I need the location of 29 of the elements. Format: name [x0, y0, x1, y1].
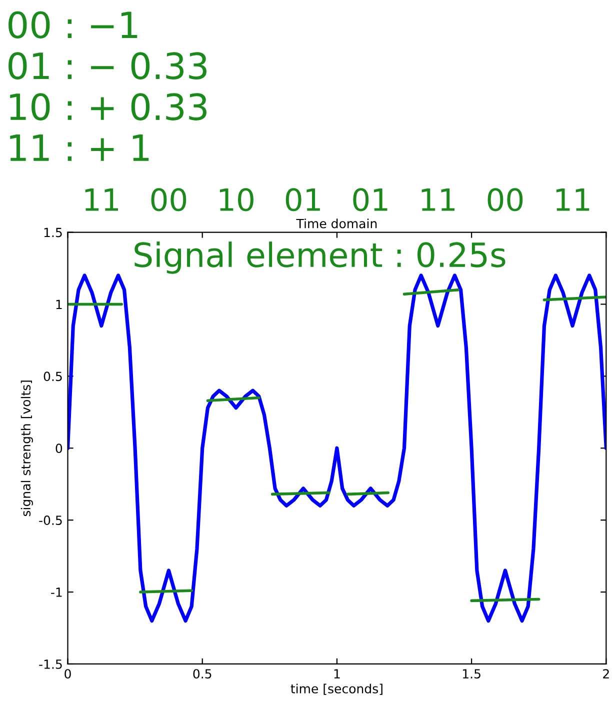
- y-tick-label: -1: [51, 588, 62, 597]
- text: 00: [488, 188, 523, 212]
- x-tick-label: 1.5: [462, 669, 480, 679]
- text: 00: [151, 188, 186, 212]
- text: 11 : + 1: [10, 134, 149, 161]
- text: 10: [220, 188, 254, 212]
- y-tick-label: -1.5: [39, 660, 62, 669]
- text: 00 : −1: [8, 11, 138, 39]
- text: 11: [85, 188, 118, 211]
- text: 10 : + 0.33: [10, 93, 206, 120]
- y-tick-label: 0.5: [44, 372, 62, 382]
- text: 11: [556, 188, 590, 211]
- x-tick-label: 0.5: [193, 669, 212, 679]
- y-tick-label: 1: [56, 300, 62, 309]
- y-tick-label: 1.5: [44, 228, 62, 238]
- x-axis-title: time [seconds]: [290, 684, 382, 695]
- x-tick-label: 0: [64, 669, 71, 679]
- y-tick-label: 0: [56, 444, 62, 454]
- y-axis-title: signal strength [volts]: [20, 380, 33, 516]
- text: 01: [286, 188, 320, 212]
- line-series: [68, 274, 606, 623]
- x-tick-label: 2: [603, 669, 609, 678]
- x-tick-label: 1: [334, 669, 340, 678]
- chart-title: Time domain: [296, 218, 377, 228]
- annotation: Signal element : 0.25s: [134, 242, 506, 274]
- text: 01: [353, 188, 388, 212]
- y-tick-label: -0.5: [39, 516, 62, 526]
- text: 11: [422, 188, 455, 211]
- text: 01 : − 0.33: [8, 52, 206, 80]
